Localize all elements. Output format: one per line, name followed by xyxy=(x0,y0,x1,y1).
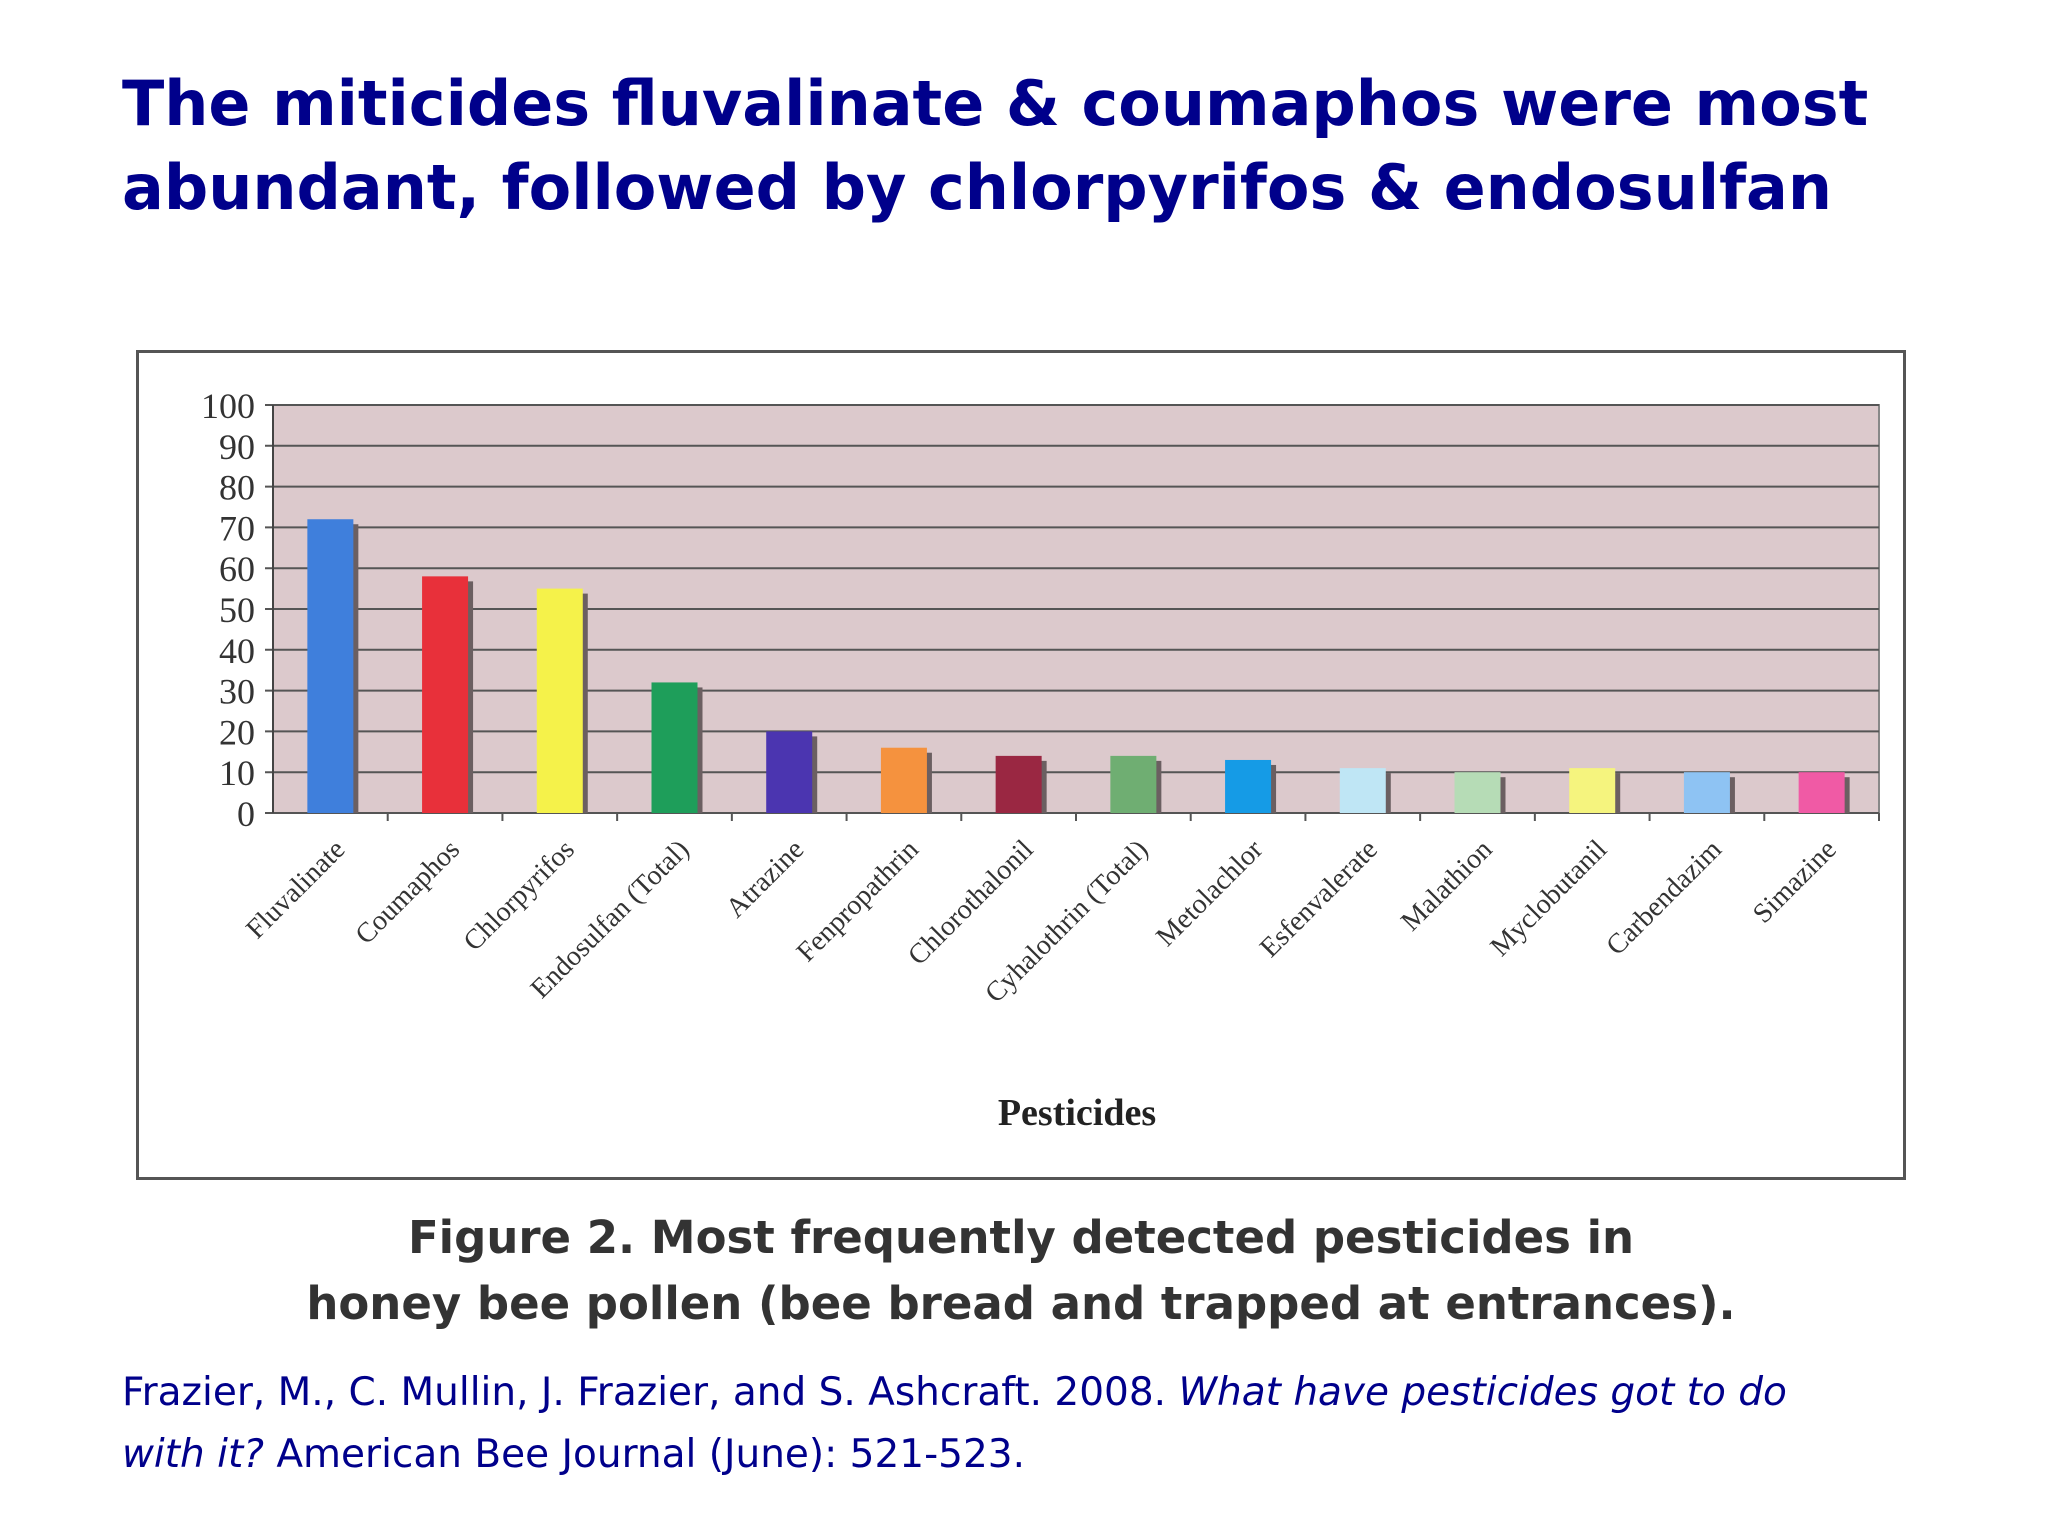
y-tick-label: 0 xyxy=(237,794,255,834)
bar xyxy=(1454,772,1501,813)
figure-caption-line-1: Figure 2. Most frequently detected pesti… xyxy=(407,1211,1635,1264)
slide-title: The miticides fluvalinate & coumaphos we… xyxy=(122,62,1942,230)
bar xyxy=(536,588,583,813)
x-tick-label: Myclobutanil xyxy=(1485,834,1614,963)
citation: Frazier, M., C. Mullin, J. Frazier, and … xyxy=(122,1362,1942,1486)
y-tick-label: 60 xyxy=(219,549,255,589)
x-tick-label: Esfenvalerate xyxy=(1254,834,1384,964)
x-tick-label: Carbendazim xyxy=(1600,834,1728,962)
slide-title-line-2: abundant, followed by chlorpyrifos & end… xyxy=(122,151,1833,224)
bar xyxy=(1683,772,1730,813)
bar xyxy=(1569,768,1616,813)
citation-article-title-1: What have pesticides got to do xyxy=(1178,1370,1787,1415)
x-tick-label: Chlorpyrifos xyxy=(458,834,581,957)
x-tick-label: Metolachlor xyxy=(1150,834,1269,953)
x-tick-label: Fluvalinate xyxy=(240,834,351,945)
bars xyxy=(307,519,1850,813)
y-tick-label: 40 xyxy=(219,631,255,671)
bar xyxy=(880,747,927,813)
x-tick-label: Simazine xyxy=(1747,834,1843,930)
citation-authors: Frazier, M., C. Mullin, J. Frazier, and … xyxy=(122,1370,1179,1415)
y-tick-label: 90 xyxy=(219,427,255,467)
bar xyxy=(1225,759,1272,813)
y-tick-label: 20 xyxy=(219,712,255,752)
y-tick-label: 50 xyxy=(219,590,255,630)
bar xyxy=(1798,772,1845,813)
citation-article-title-2: with it? xyxy=(122,1432,264,1477)
y-tick-label: 70 xyxy=(219,508,255,548)
bar xyxy=(422,576,469,813)
y-tick-label: 100 xyxy=(201,386,255,426)
x-tick-label: Atrazine xyxy=(720,834,810,924)
slide-title-line-1: The miticides fluvalinate & coumaphos we… xyxy=(122,67,1869,140)
bar xyxy=(995,755,1042,813)
bar xyxy=(651,682,698,813)
x-tick-label: Malathion xyxy=(1395,834,1498,937)
x-axis-title: Pesticides xyxy=(998,1092,1156,1134)
x-axis-ticks: FluvalinateCoumaphosChlorpyrifosEndosulf… xyxy=(240,813,1880,1009)
bar xyxy=(1339,768,1386,813)
y-tick-label: 30 xyxy=(219,672,255,712)
y-tick-label: 10 xyxy=(219,753,255,793)
bar xyxy=(307,519,354,813)
x-tick-label: Coumaphos xyxy=(350,834,467,951)
chart-frame: 0 10 20 30 40 50 60 70 80 90 100 Fluvalinate Coumap… xyxy=(136,350,1906,1180)
figure-caption-line-2: honey bee pollen (bee bread and trapped … xyxy=(306,1277,1736,1330)
citation-journal: American Bee Journal (June): 521-523. xyxy=(263,1432,1026,1477)
figure-caption: Figure 2. Most frequently detected pesti… xyxy=(136,1205,1906,1337)
y-tick-label: 80 xyxy=(219,468,255,508)
bar xyxy=(1110,755,1157,813)
bar xyxy=(766,731,813,813)
